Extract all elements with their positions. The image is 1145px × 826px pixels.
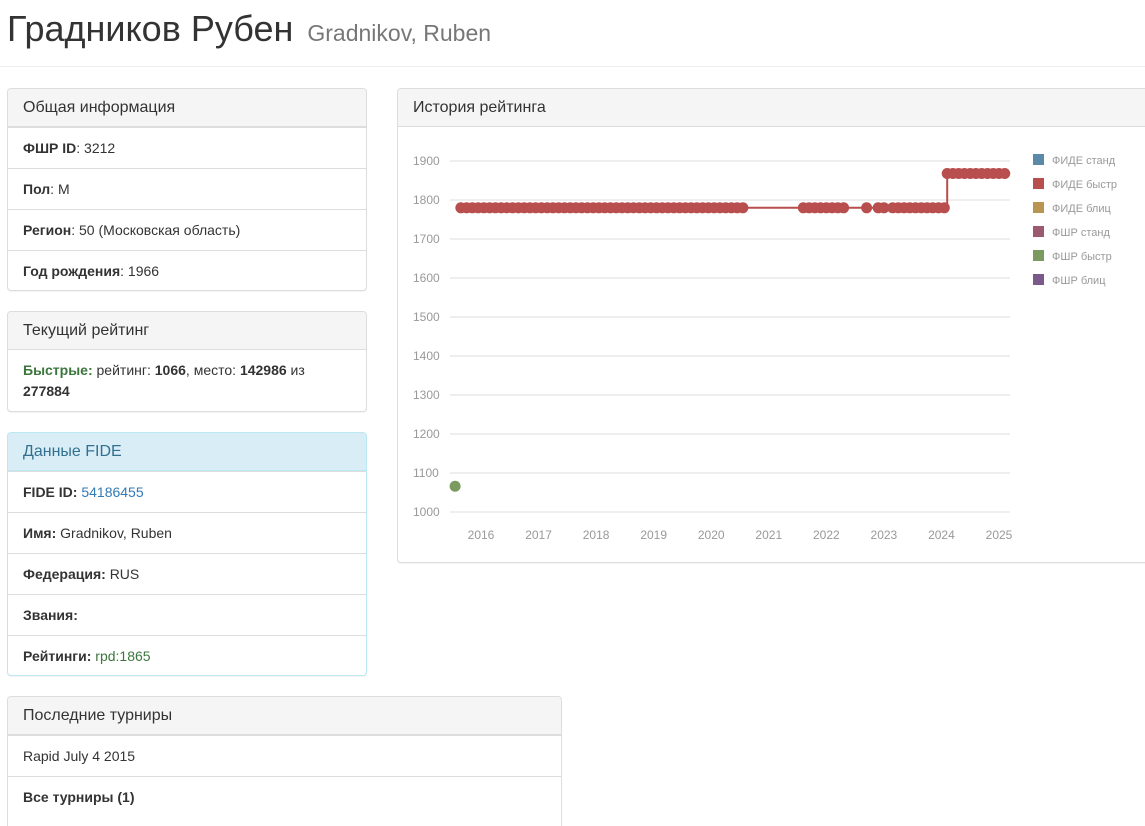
tournaments-panel: Последние турниры Rapid July 4 2015 Все … [7, 696, 562, 826]
legend-swatch [1033, 226, 1044, 237]
player-name-en: Gradnikov, Ruben [307, 20, 492, 46]
rating-text-2: , место: [185, 362, 240, 378]
y-tick-label: 1100 [413, 466, 439, 480]
rating-text-3: из [286, 362, 305, 378]
data-point [838, 202, 850, 214]
federation-value: RUS [109, 566, 140, 582]
x-tick-label: 2024 [928, 528, 955, 542]
fide-name-row: Имя: Gradnikov, Ruben [8, 512, 366, 553]
region-value: : 50 (Московская область) [71, 222, 241, 238]
legend-item[interactable]: ФИДЕ станд [1033, 154, 1115, 168]
chart-legend: ФИДЕ станд ФИДЕ быстр ФИДЕ блиц ФШР станд ФШ… [1033, 154, 1143, 304]
data-point [878, 202, 890, 214]
rating-total: 277884 [23, 383, 70, 399]
rating-value: 1066 [154, 362, 186, 378]
rating-text-1: рейтинг: [92, 362, 155, 378]
legend-swatch [1033, 250, 1044, 261]
rusfed-id-label: ФШР ID [23, 140, 77, 156]
fide-ratings-label: Рейтинги: [23, 648, 92, 664]
fide-name-label: Имя: [23, 525, 57, 541]
data-point [449, 480, 461, 492]
y-tick-label: 1800 [413, 193, 440, 207]
legend-label: ФШР станд [1052, 227, 1110, 239]
player-name-ru: Градников Рубен [7, 8, 294, 49]
y-tick-label: 1900 [413, 154, 440, 168]
legend-label: ФШР быстр [1052, 251, 1112, 263]
legend-item[interactable]: ФИДЕ блиц [1033, 202, 1111, 216]
y-tick-label: 1500 [413, 310, 440, 324]
legend-swatch [1033, 202, 1044, 213]
rusfed-id-row: ФШР ID: 3212 [8, 127, 366, 168]
x-tick-label: 2025 [986, 528, 1013, 542]
player-name: Градников Рубен Gradnikov, Ruben [7, 8, 491, 50]
legend-swatch [1033, 154, 1044, 165]
region-row: Регион: 50 (Московская область) [8, 209, 366, 250]
fide-id-row: FIDE ID: 54186455 [8, 471, 366, 512]
x-tick-label: 2017 [525, 528, 552, 542]
gender-value: : М [50, 181, 70, 197]
legend-item[interactable]: ФШР станд [1033, 226, 1110, 240]
region-label: Регион [23, 222, 72, 238]
x-tick-label: 2016 [468, 528, 495, 542]
y-tick-label: 1700 [413, 232, 440, 246]
current-rating-body: Быстрые: рейтинг: 1066, место: 142986 из… [8, 350, 366, 411]
legend-swatch [1033, 274, 1044, 285]
data-point [861, 202, 873, 214]
data-point [938, 202, 950, 214]
tournament-item-label: Rapid July 4 2015 [23, 748, 136, 764]
all-tournaments-row[interactable]: Все турниры (1) [8, 776, 561, 817]
legend-label: ФИДЕ блиц [1052, 203, 1111, 215]
fide-ratings-row: Рейтинги: rpd:1865 [8, 635, 366, 675]
legend-label: ФШР блиц [1052, 275, 1106, 287]
tournaments-heading: Последние турниры [8, 697, 561, 735]
rating-history-chart: 1000 1100 1200 1300 1400 1500 1600 1700 1800 1900… [413, 154, 1013, 542]
legend-label: ФИДЕ быстр [1052, 179, 1117, 191]
fide-panel: Данные FIDE FIDE ID: 54186455 Имя: Gradn… [7, 432, 367, 676]
fide-ratings-value: rpd:1865 [95, 648, 151, 664]
rating-history-heading: История рейтинга [398, 89, 1145, 127]
gender-label: Пол [23, 181, 51, 197]
fide-heading: Данные FIDE [8, 433, 366, 471]
y-tick-label: 1400 [413, 349, 440, 363]
rating-type-label: Быстрые: [23, 362, 93, 378]
all-tournaments-link[interactable]: Все турниры (1) [23, 789, 135, 805]
x-tick-label: 2018 [583, 528, 610, 542]
x-tick-label: 2022 [813, 528, 840, 542]
tournament-item[interactable]: Rapid July 4 2015 [8, 735, 561, 776]
legend-item[interactable]: ФШР блиц [1033, 274, 1106, 288]
y-tick-label: 1200 [413, 427, 440, 441]
current-rating-panel: Текущий рейтинг Быстрые: рейтинг: 1066, … [7, 311, 367, 412]
data-point [999, 167, 1011, 179]
page-header: Градников Рубен Gradnikov, Ruben [0, 0, 1145, 67]
fide-id-label: FIDE ID: [23, 484, 78, 500]
federation-label: Федерация: [23, 566, 106, 582]
y-tick-label: 1300 [413, 388, 440, 402]
legend-item[interactable]: ФШР быстр [1033, 250, 1112, 264]
rating-place: 142986 [239, 362, 287, 378]
titles-row: Звания: [8, 594, 366, 635]
fide-id-link[interactable]: 54186455 [81, 484, 144, 500]
rusfed-id-value: : 3212 [76, 140, 116, 156]
federation-row: Федерация: RUS [8, 553, 366, 594]
titles-label: Звания: [23, 607, 78, 623]
x-tick-label: 2019 [640, 528, 667, 542]
birth-year-label: Год рождения [23, 263, 121, 279]
legend-swatch [1033, 178, 1044, 189]
data-point [737, 202, 749, 214]
y-tick-label: 1000 [413, 505, 440, 519]
general-info-heading: Общая информация [8, 89, 366, 127]
birth-year-value: : 1966 [120, 263, 160, 279]
gender-row: Пол: М [8, 168, 366, 209]
x-tick-label: 2023 [871, 528, 898, 542]
legend-label: ФИДЕ станд [1052, 155, 1116, 167]
legend-item[interactable]: ФИДЕ быстр [1033, 178, 1117, 192]
rating-history-panel: История рейтинга 1000 1100 1200 1300 1400 150… [397, 88, 1145, 563]
current-rating-heading: Текущий рейтинг [8, 312, 366, 350]
general-info-panel: Общая информация ФШР ID: 3212 Пол: М Рег… [7, 88, 367, 291]
x-tick-label: 2021 [755, 528, 782, 542]
birth-year-row: Год рождения: 1966 [8, 250, 366, 290]
x-tick-label: 2020 [698, 528, 725, 542]
y-tick-label: 1600 [413, 271, 440, 285]
fide-name-value: Gradnikov, Ruben [60, 525, 172, 541]
